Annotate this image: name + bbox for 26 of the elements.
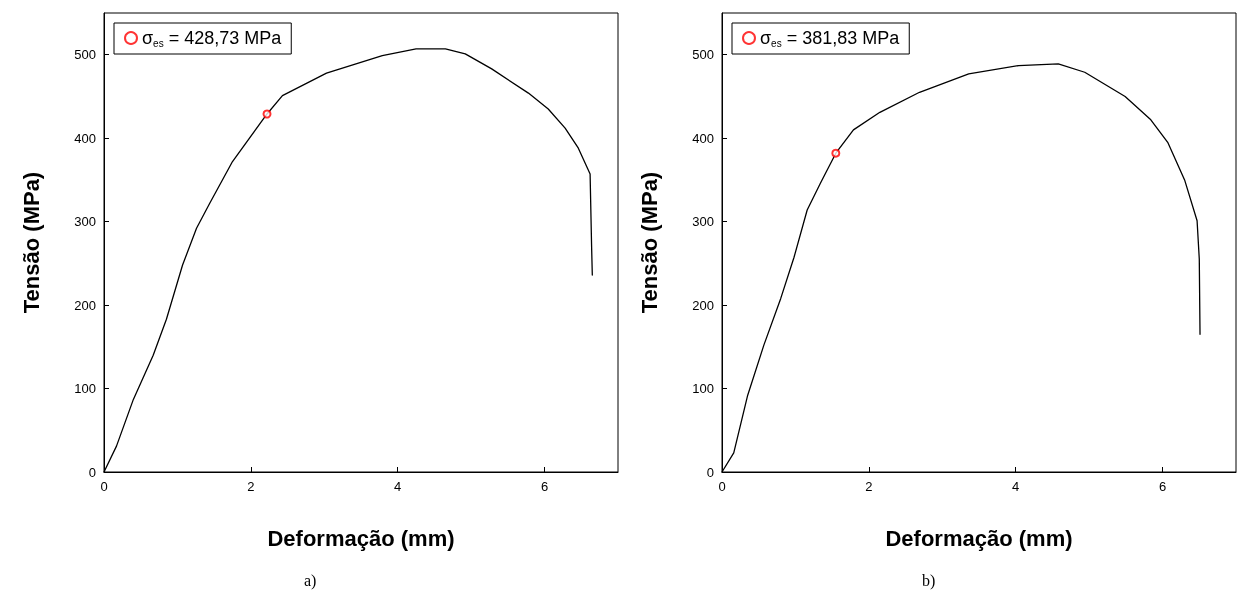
x-tick-label: 4 (1012, 479, 1020, 494)
x-tick-label: 0 (718, 479, 726, 494)
y-tick-label: 100 (692, 381, 714, 397)
x-tick-label: 2 (247, 479, 255, 494)
y-tick-label: 500 (692, 47, 714, 63)
y-tick-label: 400 (692, 130, 714, 146)
y-tick-label: 100 (74, 381, 96, 397)
y-tick-label: 0 (706, 464, 714, 480)
x-tick-label: 6 (1158, 479, 1167, 494)
y-tick-label: 0 (88, 464, 96, 480)
x-tick-label: 0 (100, 479, 108, 494)
x-tick-label: 4 (394, 479, 402, 494)
y-axis-title: Tensão (MPa) (636, 171, 662, 314)
y-tick-label: 500 (74, 47, 96, 63)
x-tick-label: 6 (540, 479, 549, 494)
y-tick-label: 300 (74, 214, 96, 230)
y-tick-label: 200 (692, 297, 714, 313)
y-tick-label: 300 (692, 214, 714, 230)
x-axis-title: Deformação (mm) (885, 525, 1073, 551)
y-axis-title: Tensão (MPa) (18, 171, 44, 314)
y-tick-label: 400 (74, 130, 96, 146)
text: a) (304, 571, 317, 590)
x-axis-title: Deformação (mm) (267, 525, 455, 551)
y-tick-label: 200 (74, 297, 96, 313)
text: b) (922, 571, 936, 590)
x-tick-label: 2 (865, 479, 873, 494)
